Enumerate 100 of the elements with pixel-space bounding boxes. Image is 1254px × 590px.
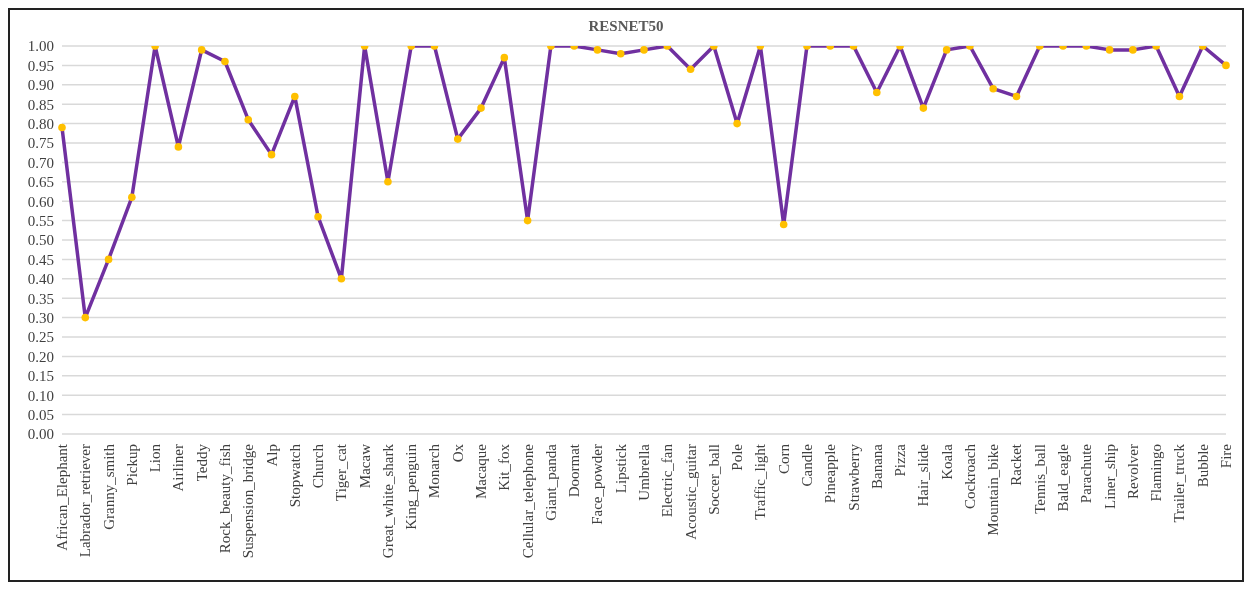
point [81,313,90,322]
point [453,135,462,143]
x-tick-label: Revolver [1124,444,1141,499]
x-tick-label: Acoustic_guitar [682,444,699,540]
y-tick-label: 0.25 [27,329,54,346]
point [686,65,695,74]
point [989,84,997,93]
point [384,178,392,186]
y-tick-label: 0.00 [27,426,54,443]
point [1222,61,1230,70]
x-tick-label: Church [310,443,327,489]
point [873,88,881,97]
point [174,143,183,151]
point [500,53,509,62]
y-tick-label: 0.55 [27,212,54,229]
x-tick-label: Tennis_ball [1031,444,1048,514]
x-tick-label: Umbrella [636,443,652,501]
y-tick-label: 0.60 [27,193,54,210]
x-tick-label: Suspension_bridge [240,443,257,559]
x-tick-label: Racket [1008,443,1025,486]
x-tick-label: Pole [729,443,746,471]
y-tick-label: 0.20 [27,348,54,365]
y-tick-label: 0.10 [27,387,54,404]
point [221,57,229,66]
x-tick-label: Flamingo [1148,444,1165,502]
point [779,220,788,229]
y-tick-label: 0.70 [27,154,54,171]
x-tick-label: Alp [263,444,280,467]
x-tick-label: Mountain_bike [985,443,1002,536]
point [1175,92,1184,101]
point [1129,46,1137,54]
y-tick-label: 0.40 [27,271,54,288]
y-tick-label: 0.50 [27,232,54,249]
point [616,49,625,58]
point [1012,92,1021,101]
x-tick-label: Liner_ship [1101,444,1118,509]
x-tick-label: Traffic_light [752,443,769,520]
x-tick-label: Fire [1218,443,1234,469]
x-tick-label: Koala [938,443,955,480]
y-tick-label: 0.75 [27,135,54,152]
point [640,46,648,54]
y-tick-label: 0.65 [27,174,54,191]
point [733,119,741,128]
x-tick-label: Pineapple [822,443,839,504]
point [104,255,113,264]
x-tick-label: Doormat [566,443,583,498]
y-tick-label: 0.35 [27,290,54,307]
point [267,150,276,159]
y-tick-label: 0.30 [27,309,54,326]
point [291,92,299,101]
point [58,123,66,132]
x-tick-label: Macaw [356,443,373,489]
y-tick-label: 0.80 [27,115,54,132]
x-tick-label: Giant_panda [542,443,559,521]
x-tick-label: Face_powder [589,444,606,525]
x-tick-label: Kit_fox [496,443,513,491]
point [477,104,485,112]
x-tick-label: Tiger_cat [333,443,350,501]
point [244,115,253,124]
point [314,212,322,221]
x-tick-label: Great_white_shark [379,443,396,559]
x-tick-label: Cockroach [961,443,978,509]
point [919,104,928,112]
y-tick-label: 1.00 [27,38,54,55]
point [523,216,532,225]
x-tick-label: Cellular_telephone [519,443,536,559]
point [197,46,206,54]
x-tick-label: Electric_fan [659,443,676,518]
y-tick-label: 0.95 [27,57,54,74]
x-tick-label: Soccer_ball [705,444,722,515]
x-tick-label: Candle [798,443,815,487]
x-tick-label: King_penguin [403,443,420,530]
point [1105,46,1114,54]
x-tick-label: Corn [775,443,792,474]
x-tick-label: Lipstick [612,443,629,494]
x-tick-label: Airliner [170,444,187,492]
x-tick-label: Granny_smith [100,443,117,530]
y-tick-label: 0.15 [27,368,54,385]
x-tick-label: Parachute [1078,443,1095,504]
x-tick-label: Ox [449,443,466,463]
x-tick-label: Pizza [892,443,909,477]
x-tick-label: African_Elephant [54,443,70,551]
y-tick-label: 0.90 [27,77,54,94]
point [593,46,602,54]
x-tick-label: Labrador_retriever [77,444,94,558]
x-tick-label: Rock_beauty_fish [216,443,233,554]
y-tick-label: 0.45 [27,251,54,268]
y-tick-label: 0.85 [27,96,54,113]
x-tick-label: Strawberry [845,443,862,511]
point [942,46,951,54]
point [337,275,346,283]
x-tick-label: Pickup [123,444,140,486]
x-tick-label: Lion [147,443,164,473]
chart-title: RESNET50 [587,17,665,36]
point [128,193,136,202]
x-tick-label: Macaque [473,443,490,499]
x-tick-label: Monarch [426,443,443,499]
x-tick-label: Trailer_truck [1171,443,1188,523]
x-tick-label: Banana [868,443,885,489]
y-tick-label: 0.05 [27,406,54,423]
